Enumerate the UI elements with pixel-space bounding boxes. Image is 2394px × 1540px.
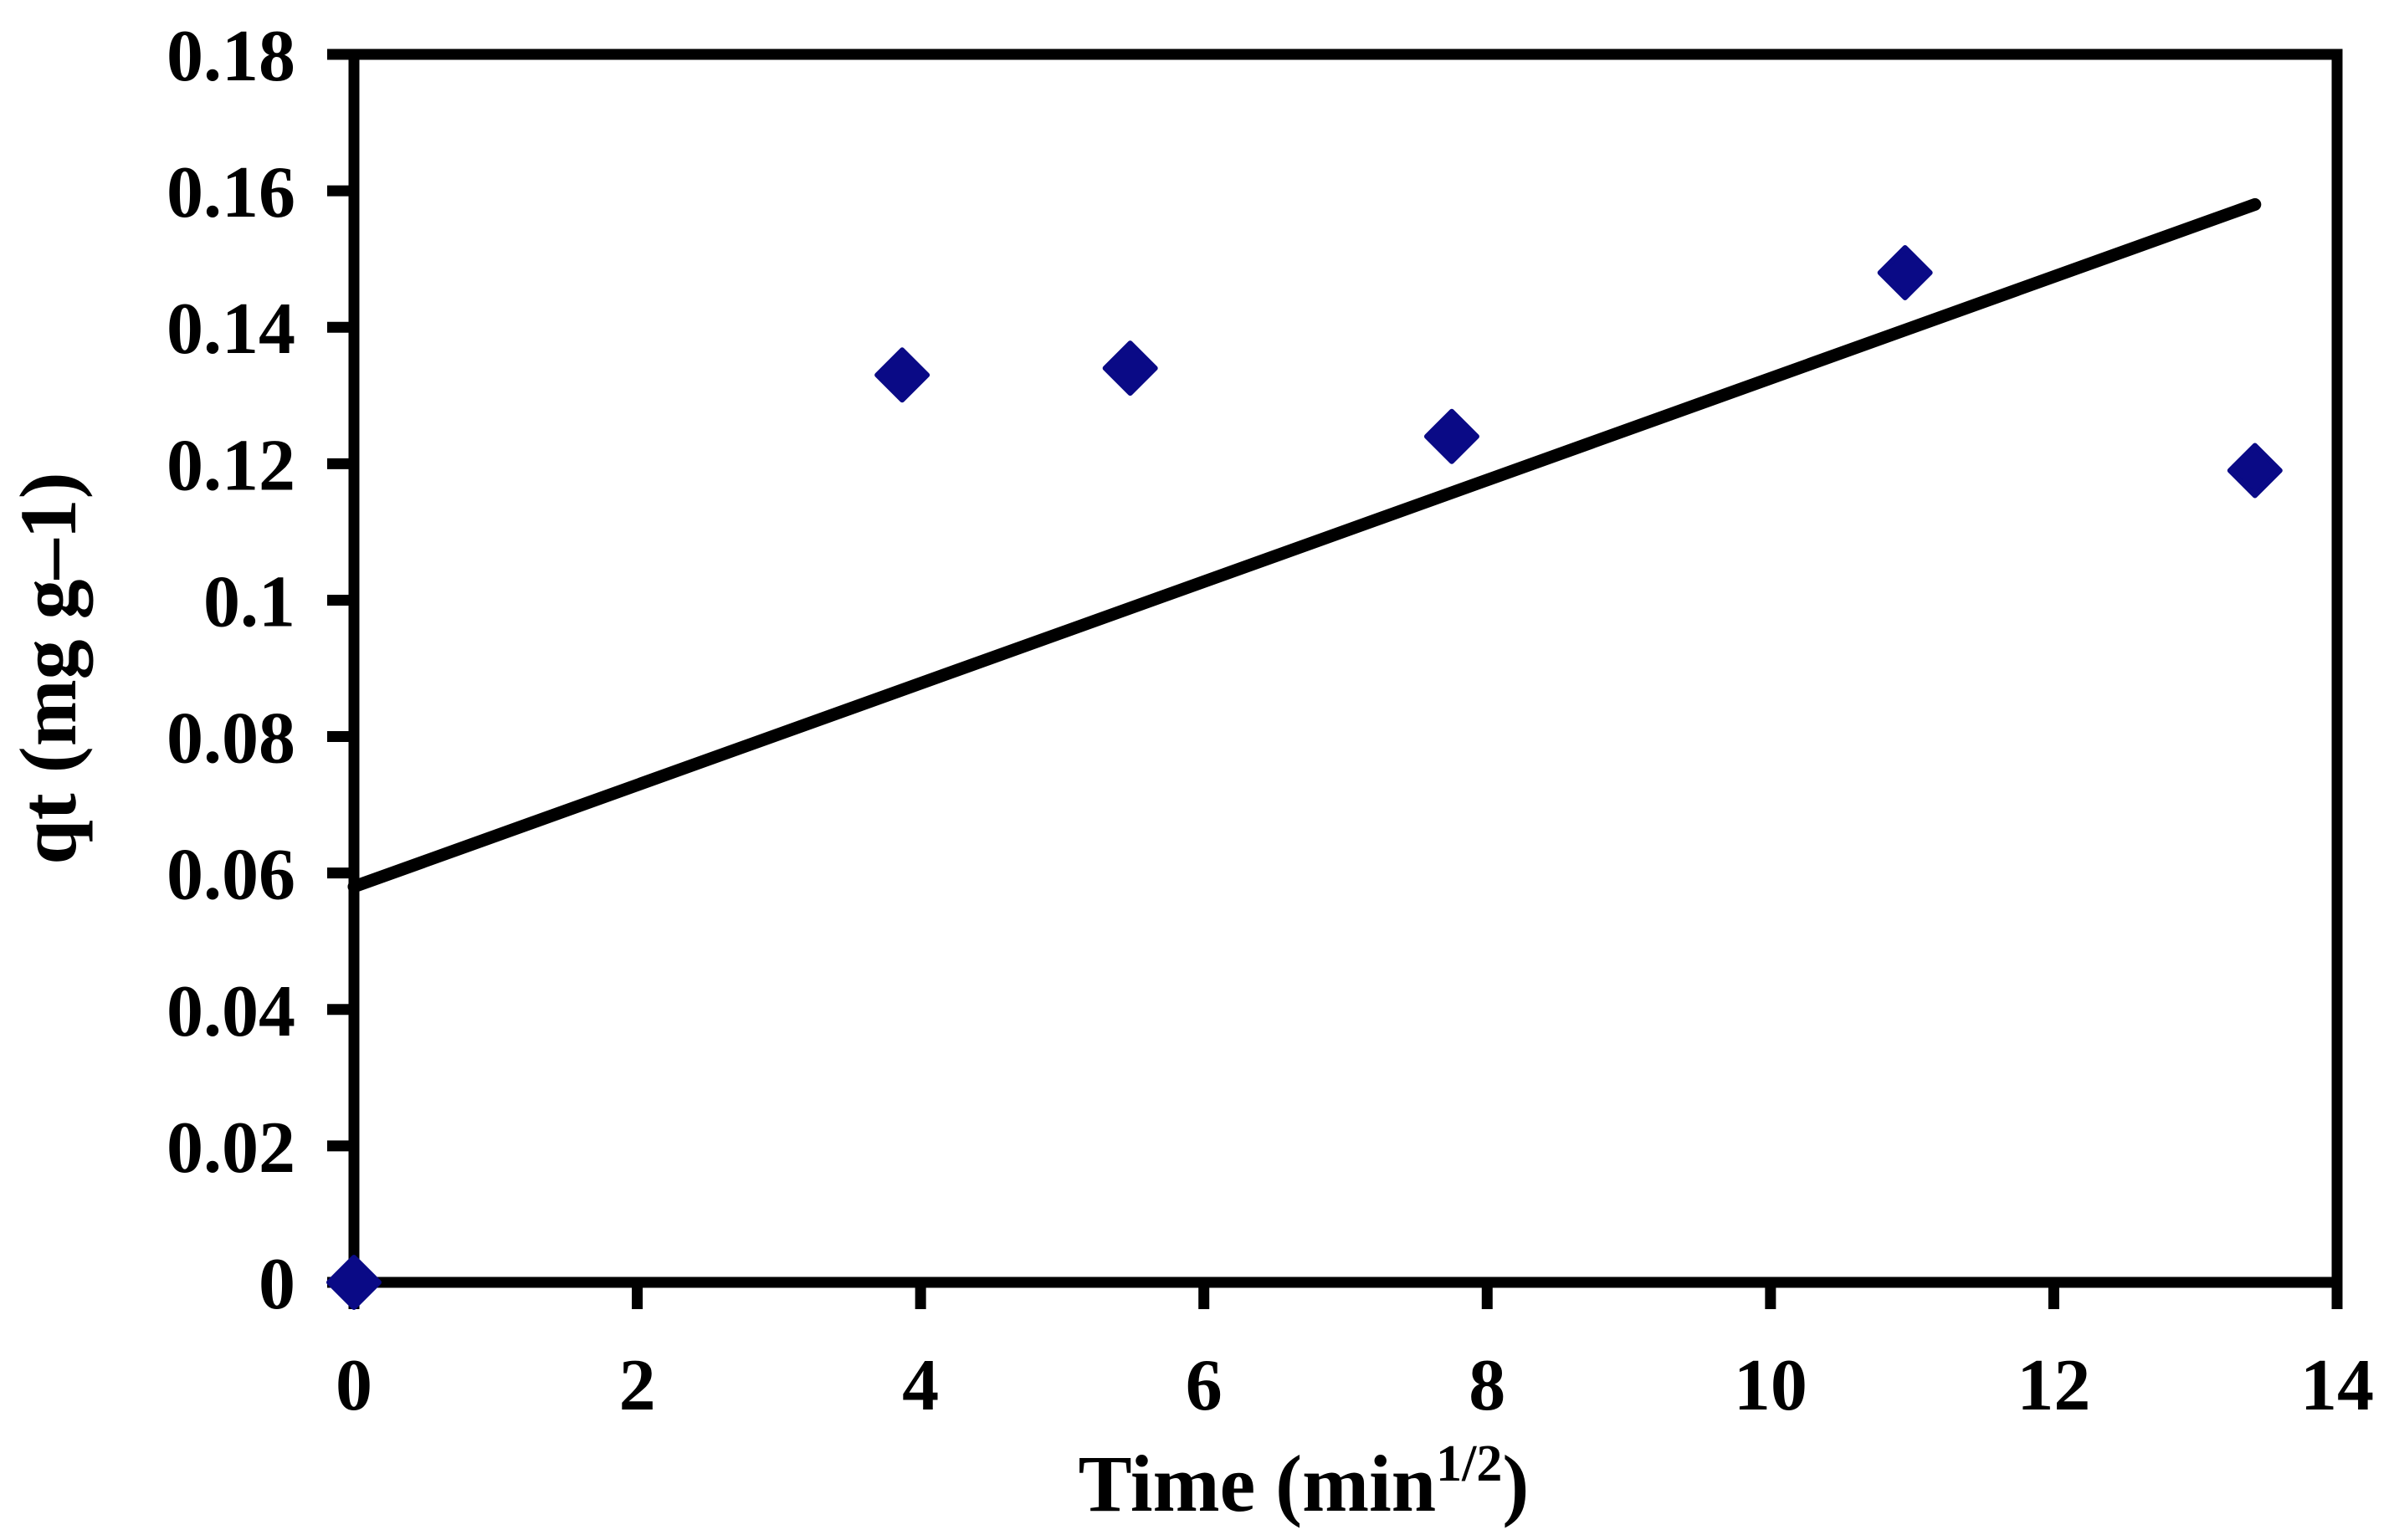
x-tick-label: 4 <box>902 1345 939 1426</box>
data-point-diamond <box>1877 244 1933 300</box>
series-layer <box>326 197 2283 1310</box>
y-axis-title: qt (mg g–1) <box>3 472 93 864</box>
x-axis-title-main: Time (min <box>1079 1439 1437 1528</box>
plot-border <box>348 49 2343 1288</box>
y-tick-label: 0.02 <box>167 1108 295 1189</box>
x-tick-label: 2 <box>619 1345 656 1426</box>
y-tick-label: 0.12 <box>167 425 295 506</box>
data-point-diamond <box>326 1255 382 1310</box>
x-tick-label: 14 <box>2300 1345 2374 1426</box>
linear-fit-line <box>347 197 2262 893</box>
y-tick-label: 0 <box>259 1244 295 1325</box>
y-tick-label: 0.04 <box>167 971 295 1052</box>
data-point-diamond <box>874 347 930 403</box>
y-tick-label: 0.16 <box>167 152 295 233</box>
x-axis-title-superscript: 1/2 <box>1436 1435 1502 1492</box>
tick-layer: 0 0.02 0.04 0.06 0.08 0.1 0.12 0.14 0.16 0.18 0 2 4 6… <box>167 16 2374 1426</box>
data-point-diamond <box>2227 443 2283 499</box>
y-tick-label: 0.1 <box>203 561 295 642</box>
data-point-diamond <box>1423 408 1479 464</box>
x-tick-label: 12 <box>2017 1345 2090 1426</box>
y-tick-label: 0.06 <box>167 835 295 916</box>
x-axis-title: Time (min1/2) <box>1079 1435 1530 1528</box>
y-tick-label: 0.08 <box>167 698 295 780</box>
x-tick-label: 8 <box>1469 1345 1505 1426</box>
y-tick-label: 0.18 <box>167 16 295 97</box>
y-tick-label: 0.14 <box>167 289 295 370</box>
x-tick-label: 0 <box>336 1345 372 1426</box>
x-tick-label: 10 <box>1734 1345 1807 1426</box>
x-axis-title-close: ) <box>1502 1439 1529 1528</box>
data-point-diamond <box>1102 340 1158 397</box>
x-tick-label: 6 <box>1186 1345 1223 1426</box>
plot-frame-layer <box>348 49 2343 1288</box>
